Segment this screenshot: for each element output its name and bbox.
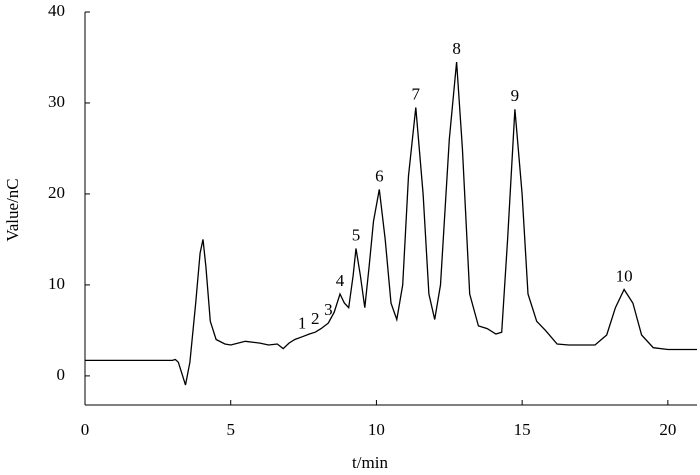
- peak-label: 5: [352, 225, 361, 244]
- x-tick-label: 0: [81, 420, 90, 439]
- peak-label: 2: [311, 309, 320, 328]
- peak-label: 10: [616, 266, 633, 285]
- peak-label: 6: [375, 166, 384, 185]
- y-tick-label: 0: [57, 365, 66, 384]
- x-tick-label: 15: [514, 420, 531, 439]
- trace-line: [85, 61, 697, 386]
- y-axis-label: Value/nC: [3, 178, 22, 241]
- peak-label: 1: [298, 314, 307, 333]
- x-tick-label: 20: [659, 420, 676, 439]
- y-tick-label: 10: [48, 274, 65, 293]
- x-tick-label: 5: [226, 420, 235, 439]
- y-tick-label: 20: [48, 183, 65, 202]
- x-axis-label: t/min: [352, 453, 388, 472]
- peak-label: 9: [511, 86, 520, 105]
- peak-label: 4: [336, 271, 345, 290]
- peak-label: 3: [324, 300, 333, 319]
- y-tick-label: 30: [48, 92, 65, 111]
- x-tick-label: 10: [368, 420, 385, 439]
- peak-label: 7: [412, 84, 421, 103]
- peak-label: 8: [452, 39, 461, 58]
- y-tick-label: 40: [48, 1, 65, 20]
